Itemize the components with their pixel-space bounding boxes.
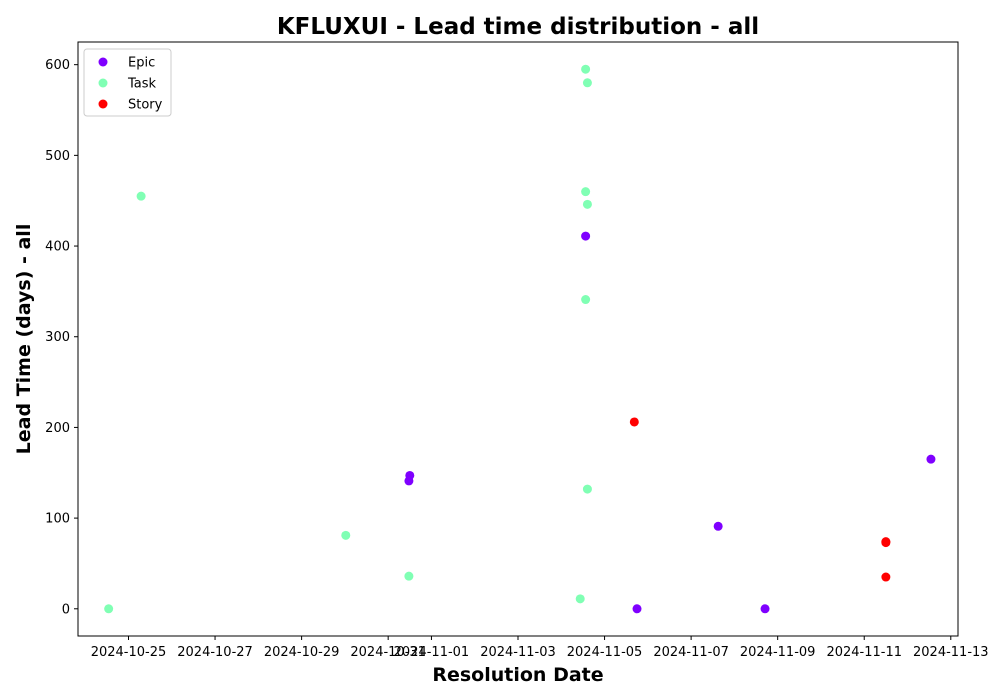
data-point-epic xyxy=(926,454,936,464)
x-tick-label: 2024-10-27 xyxy=(177,645,253,660)
legend-marker-task xyxy=(98,78,108,88)
x-tick-label: 2024-11-03 xyxy=(480,645,556,660)
series-epic xyxy=(404,231,936,614)
x-tick-label: 2024-11-05 xyxy=(567,645,643,660)
x-tick-label: 2024-10-31 xyxy=(350,645,426,660)
data-point-story xyxy=(881,572,891,582)
x-axis: 2024-10-25 2024-10-27 2024-10-29 2024-10-31… xyxy=(91,636,989,660)
legend: Epic Task Story xyxy=(83,48,172,117)
series-task xyxy=(104,64,592,614)
x-axis-label: Resolution Date xyxy=(432,664,603,686)
y-axis: 0 100 200 300 400 500 600 xyxy=(45,58,78,617)
y-axis-label: Lead Time (days) - all xyxy=(13,224,35,455)
y-tick-label: 500 xyxy=(45,149,70,164)
y-tick-label: 0 xyxy=(62,602,70,617)
legend-box xyxy=(83,48,172,117)
data-point-task xyxy=(581,295,591,305)
x-tick-label: 2024-11-07 xyxy=(653,645,729,660)
data-point-task xyxy=(404,571,414,581)
data-point-epic xyxy=(713,521,723,531)
x-tick-label: 2024-11-01 xyxy=(394,645,470,660)
legend-label-task: Task xyxy=(127,77,157,92)
data-point-task xyxy=(575,594,585,604)
data-point-task xyxy=(582,484,592,494)
legend-label-story: Story xyxy=(128,98,163,113)
data-point-task xyxy=(582,78,592,88)
data-point-epic xyxy=(760,604,770,614)
x-tick-label: 2024-11-13 xyxy=(913,645,989,660)
legend-marker-story xyxy=(98,99,108,109)
chart-title: KFLUXUI - Lead time distribution - all xyxy=(277,14,759,40)
series-story xyxy=(629,417,891,582)
data-point-task xyxy=(581,187,591,197)
data-point-task xyxy=(136,191,146,201)
y-tick-label: 200 xyxy=(45,421,70,436)
x-tick-label: 2024-11-11 xyxy=(826,645,902,660)
data-point-task xyxy=(341,530,351,540)
data-point-task xyxy=(581,64,591,74)
y-tick-label: 300 xyxy=(45,330,70,345)
y-tick-label: 600 xyxy=(45,58,70,73)
legend-label-epic: Epic xyxy=(128,56,155,71)
data-points xyxy=(104,64,936,614)
data-point-task xyxy=(104,604,114,614)
data-point-story xyxy=(629,417,639,427)
x-tick-label: 2024-11-09 xyxy=(740,645,816,660)
x-tick-label: 2024-10-25 xyxy=(91,645,167,660)
x-tick-label: 2024-10-29 xyxy=(264,645,340,660)
data-point-story xyxy=(881,538,891,548)
data-point-epic xyxy=(632,604,642,614)
y-tick-label: 100 xyxy=(45,512,70,527)
data-point-task xyxy=(582,199,592,209)
data-point-epic xyxy=(581,231,591,241)
y-tick-label: 400 xyxy=(45,240,70,255)
legend-marker-epic xyxy=(98,57,108,67)
data-point-epic xyxy=(404,476,414,486)
